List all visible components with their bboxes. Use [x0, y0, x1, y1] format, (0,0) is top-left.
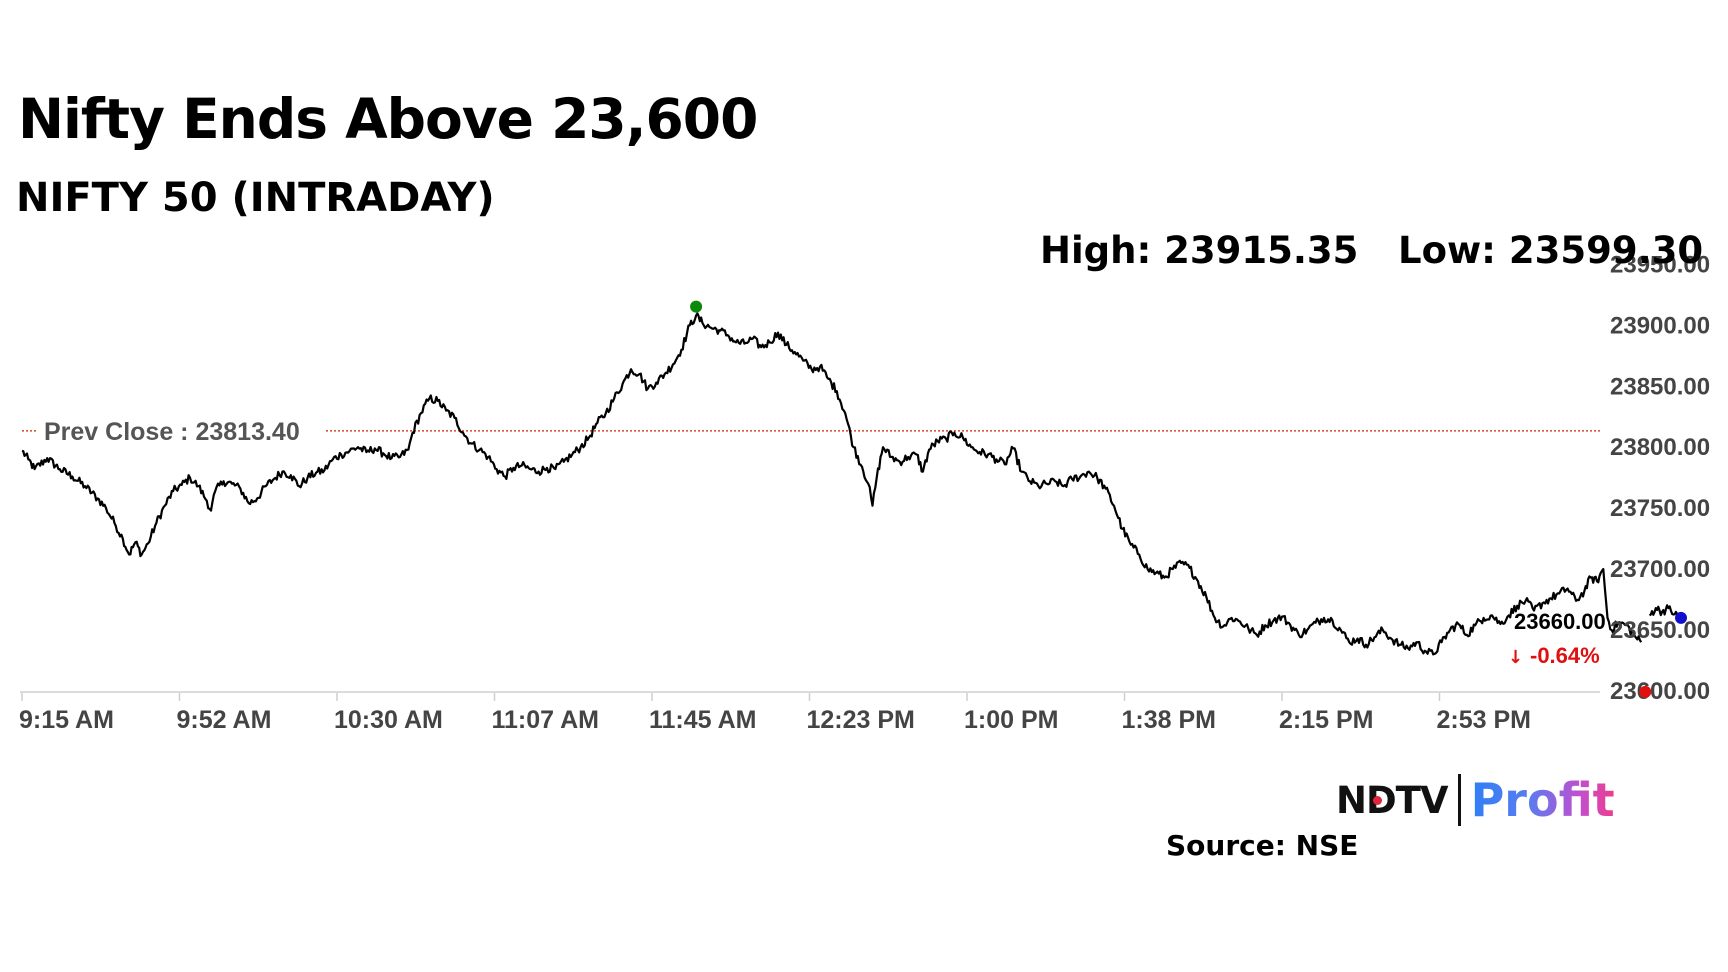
chart-subtitle: NIFTY 50 (INTRADAY) — [16, 175, 495, 221]
last-value-label: 23660.00 — [1514, 609, 1606, 634]
x-axis-ticks: 9:15 AM 9:52 AM 10:30 AM 11:07 AM 11:45 AM 12… — [19, 693, 1531, 734]
y-tick-label: 23800.00 — [1610, 434, 1710, 461]
chart-title: Nifty Ends Above 23,600 — [18, 87, 758, 151]
y-axis-ticks: 23600.00 23650.00 23700.00 23750.00 23800.00… — [1610, 251, 1710, 705]
series-line-0 — [21, 312, 1643, 656]
series-line-1 — [1648, 604, 1682, 619]
x-tick-label: 11:07 AM — [492, 706, 599, 734]
y-tick-label: 23950.00 — [1610, 251, 1710, 278]
x-tick-label: 12:23 PM — [807, 706, 915, 734]
markers — [690, 300, 1687, 698]
logo-profit-wordmark: Profit — [1470, 773, 1615, 827]
x-tick-label: 11:45 AM — [649, 706, 756, 734]
y-tick-label: 23700.00 — [1610, 556, 1710, 583]
prev-close-label: Prev Close : 23813.40 — [44, 418, 300, 446]
price-series — [21, 312, 1682, 656]
day-high-stat: High: 23915.35 — [1040, 229, 1359, 272]
logo-ndtv-wordmark: NDTV — [1336, 778, 1449, 822]
source-note: Source: NSE — [1166, 829, 1359, 862]
x-tick-label: 1:38 PM — [1122, 706, 1216, 734]
day-low-stat: Low: 23599.30 — [1398, 229, 1704, 272]
prev-close-label-bg — [38, 418, 326, 443]
day-low-marker — [1639, 685, 1652, 698]
y-tick-label: 23750.00 — [1610, 495, 1710, 522]
change-label: -0.64% — [1530, 643, 1600, 668]
day-high-marker — [690, 300, 703, 313]
change-arrow-icon: ↓ — [1508, 647, 1523, 668]
x-tick-label: 2:15 PM — [1279, 706, 1373, 734]
x-tick-label: 1:00 PM — [964, 706, 1058, 734]
y-tick-label: 23650.00 — [1610, 617, 1710, 644]
y-tick-label: 23600.00 — [1610, 678, 1710, 705]
x-tick-label: 2:53 PM — [1437, 706, 1531, 734]
y-tick-label: 23850.00 — [1610, 373, 1710, 400]
x-tick-label: 9:15 AM — [19, 706, 114, 734]
logo-divider — [1457, 774, 1461, 826]
ndtv-profit-logo: NDTV Profit — [1336, 772, 1615, 828]
x-tick-label: 10:30 AM — [334, 706, 443, 734]
last-price-marker — [1675, 611, 1687, 624]
y-tick-label: 23900.00 — [1610, 312, 1710, 339]
logo-red-dot — [1373, 796, 1382, 805]
x-tick-label: 9:52 AM — [177, 706, 272, 734]
